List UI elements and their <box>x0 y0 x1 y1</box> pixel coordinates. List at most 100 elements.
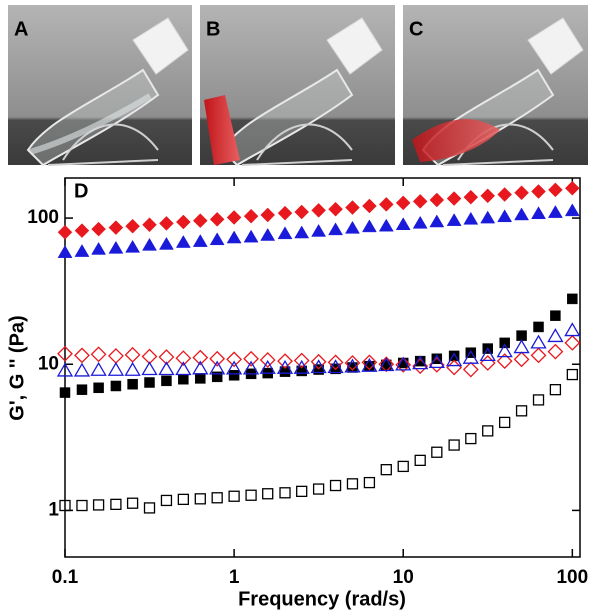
scatter-point <box>481 356 495 370</box>
scatter-point <box>244 209 258 223</box>
scatter-point <box>176 215 190 229</box>
scatter-point <box>398 461 408 471</box>
scatter-point <box>92 363 106 375</box>
scatter-point <box>345 221 359 233</box>
scatter-point <box>532 348 546 362</box>
scatter-point <box>347 479 357 489</box>
scatter-point <box>498 210 512 222</box>
scatter-point <box>94 383 104 393</box>
scatter-point <box>159 216 173 230</box>
scatter-point <box>210 233 224 245</box>
scatter-point <box>126 240 140 252</box>
scatter-point <box>92 242 106 254</box>
scatter-point <box>500 417 510 427</box>
scatter-point <box>565 181 579 195</box>
x-tick-label: 100 <box>556 567 588 588</box>
scatter-point <box>126 348 140 362</box>
scatter-point <box>193 362 207 374</box>
photo-label: B <box>206 18 220 40</box>
scatter-point <box>312 224 326 236</box>
scatter-point <box>109 363 123 375</box>
scatter-point <box>126 219 140 233</box>
scatter-point <box>396 196 410 210</box>
photo-a <box>8 5 192 165</box>
scatter-point <box>347 362 357 372</box>
scatter-point <box>143 238 157 250</box>
scatter-point <box>413 194 427 208</box>
scatter-point <box>550 311 560 321</box>
y-tick-label: 100 <box>27 207 59 228</box>
scatter-point <box>532 207 546 219</box>
scatter-point <box>263 489 273 499</box>
scatter-point <box>278 227 292 239</box>
scatter-point <box>94 500 104 510</box>
scatter-point <box>295 226 309 238</box>
scatter-point <box>430 193 444 207</box>
scatter-point <box>109 349 123 363</box>
scatter-point <box>381 465 391 475</box>
scatter-point <box>481 189 495 203</box>
scatter-point <box>92 222 106 236</box>
scatter-point <box>548 206 562 218</box>
scatter-point <box>534 322 544 332</box>
scatter-point <box>447 192 461 206</box>
scatter-point <box>244 230 258 242</box>
photo-c <box>403 5 588 165</box>
scatter-point <box>362 220 376 232</box>
scatter-point <box>227 210 241 224</box>
scatter-point <box>109 241 123 253</box>
photo-label: A <box>14 18 28 40</box>
scatter-point <box>261 208 275 222</box>
scatter-point <box>178 494 188 504</box>
scatter-point <box>229 491 239 501</box>
scatter-point <box>534 395 544 405</box>
scatter-point <box>464 212 478 224</box>
scatter-point <box>128 379 138 389</box>
scatter-point <box>278 206 292 220</box>
scatter-point <box>75 245 89 257</box>
scatter-point <box>126 363 140 375</box>
scatter-point <box>396 218 410 230</box>
scatter-point <box>244 352 258 366</box>
scatter-point <box>75 348 89 362</box>
scatter-point <box>331 481 341 491</box>
scatter-point <box>532 184 546 198</box>
scatter-point <box>58 225 72 239</box>
scatter-point <box>517 331 527 341</box>
figure: A B C D Frequency (rad/s) G', G '' (Pa) … <box>0 0 590 610</box>
scatter-point <box>161 376 171 386</box>
scatter-point <box>466 434 476 444</box>
scatter-point <box>548 329 562 341</box>
scatter-point <box>413 216 427 228</box>
scatter-point <box>517 406 527 416</box>
scatter-point <box>195 494 205 504</box>
scatter-point <box>210 212 224 226</box>
scatter-point <box>178 374 188 384</box>
scatter-point <box>565 324 579 336</box>
scatter-point <box>464 363 478 377</box>
scatter-point <box>58 246 72 258</box>
scatter-point <box>145 503 155 513</box>
scatter-point <box>280 488 290 498</box>
scatter-point <box>77 501 87 511</box>
scatter-point <box>314 484 324 494</box>
scatter-point <box>515 341 529 353</box>
scatter-point <box>567 294 577 304</box>
scatter-point <box>548 345 562 359</box>
x-tick-label: 0.1 <box>52 567 79 588</box>
scatter-point <box>75 364 89 376</box>
scatter-point <box>195 373 205 383</box>
scatter-point <box>500 338 510 348</box>
scatter-point <box>415 455 425 465</box>
scatter-point <box>447 214 461 226</box>
scatter-point <box>212 493 222 503</box>
scatter-point <box>464 190 478 204</box>
scatter-point <box>128 498 138 508</box>
scatter-point <box>532 336 546 348</box>
y-tick-label: 1 <box>48 499 59 520</box>
scatter-point <box>227 352 241 366</box>
scatter-point <box>227 231 241 243</box>
scatter-point <box>481 211 495 223</box>
scatter-point <box>515 352 529 366</box>
scatter-point <box>550 385 560 395</box>
